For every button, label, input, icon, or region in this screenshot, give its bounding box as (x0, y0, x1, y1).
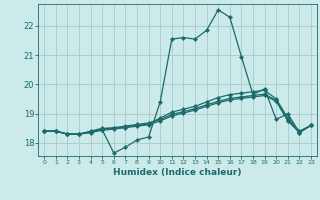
X-axis label: Humidex (Indice chaleur): Humidex (Indice chaleur) (113, 168, 242, 177)
